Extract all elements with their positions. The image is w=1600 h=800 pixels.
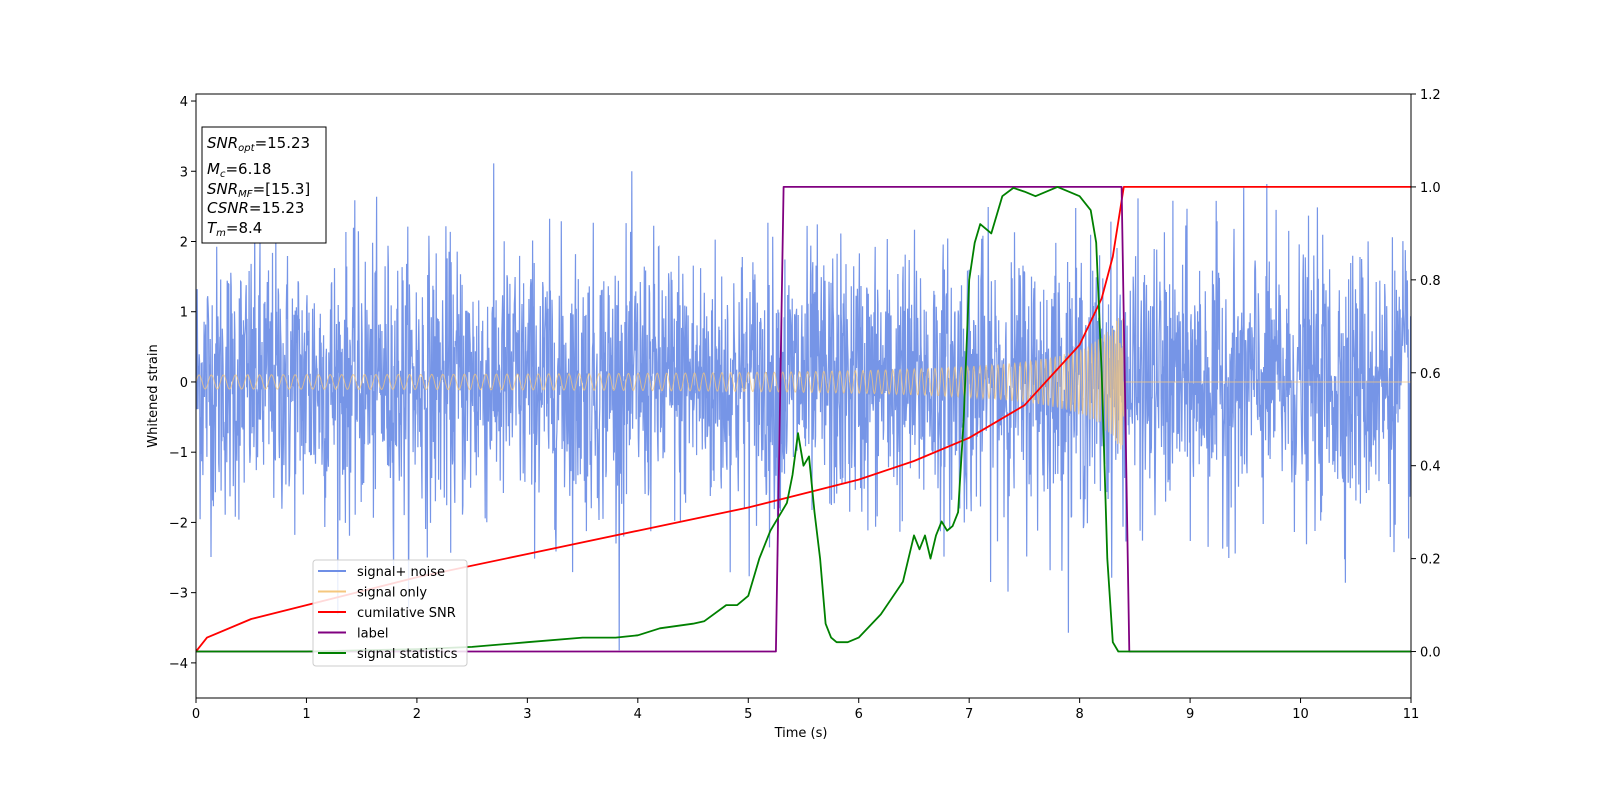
y2-tick-label: 0.8: [1420, 274, 1441, 289]
x-tick-label: 10: [1292, 707, 1309, 722]
y2-tick-label: 0.0: [1420, 646, 1441, 661]
series-signal-plus-noise: [196, 163, 1411, 651]
info-tm: Tm=8.4: [207, 219, 262, 239]
y-axis-label: Whitened strain: [146, 344, 161, 447]
legend-label: signal statistics: [357, 647, 458, 662]
y-tick-label: 3: [180, 165, 188, 180]
y-tick-label: 0: [180, 376, 188, 391]
x-tick-label: 7: [965, 707, 973, 722]
info-box: SNRopt=15.23 Mc=6.18 SNRMF=[15.3] CSNR=1…: [201, 126, 327, 244]
y-tick-label: −3: [169, 587, 188, 602]
x-tick-label: 2: [413, 707, 421, 722]
series-cumilative-snr: [196, 186, 1411, 653]
y-tick-label: 1: [180, 306, 188, 321]
y2-tick-label: 0.4: [1420, 460, 1441, 475]
x-tick-label: 9: [1186, 707, 1194, 722]
x-tick-label: 6: [855, 707, 863, 722]
info-snr-mf: SNRMF=[15.3]: [207, 180, 310, 200]
legend-label: cumilative SNR: [357, 606, 456, 621]
y-tick-label: 4: [180, 95, 188, 110]
y-tick-label: −1: [169, 446, 188, 461]
info-mc: Mc=6.18: [207, 160, 271, 180]
x-tick-label: 0: [192, 707, 200, 722]
y-tick-label: 2: [180, 235, 188, 250]
legend-label: signal+ noise: [357, 565, 445, 580]
x-tick-label: 5: [744, 707, 752, 722]
x-tick-label: 3: [523, 707, 531, 722]
y2-tick-label: 1.0: [1420, 181, 1441, 196]
y2-tick-label: 0.6: [1420, 367, 1441, 382]
axes: 0 1 2 3 4 5 6 7 8 9 10 11 −4 −3 −2 −1 0 1 2 3 4 0.0 0.2 0.4 0.6 0…: [169, 88, 1441, 722]
plot-frame: [195, 93, 1412, 699]
legend: signal+ noise signal only cumilative SNR la…: [312, 559, 468, 667]
x-tick-label: 1: [302, 707, 310, 722]
y-tick-label: −2: [169, 516, 188, 531]
x-tick-label: 8: [1075, 707, 1083, 722]
info-csnr: CSNR=15.23: [207, 199, 304, 217]
plot-area: [196, 163, 1411, 653]
info-snr-opt: SNRopt=15.23: [207, 134, 310, 154]
y-tick-label: −4: [169, 657, 188, 672]
y2-tick-label: 0.2: [1420, 553, 1441, 568]
series-signal-statistics: [196, 186, 1411, 653]
series-signal-only: [196, 317, 1411, 450]
x-tick-label: 11: [1403, 707, 1420, 722]
legend-label: label: [357, 627, 388, 642]
legend-label: signal only: [357, 586, 427, 601]
x-tick-label: 4: [634, 707, 642, 722]
y2-tick-label: 1.2: [1420, 88, 1441, 103]
x-axis-label: Time (s): [774, 726, 828, 741]
